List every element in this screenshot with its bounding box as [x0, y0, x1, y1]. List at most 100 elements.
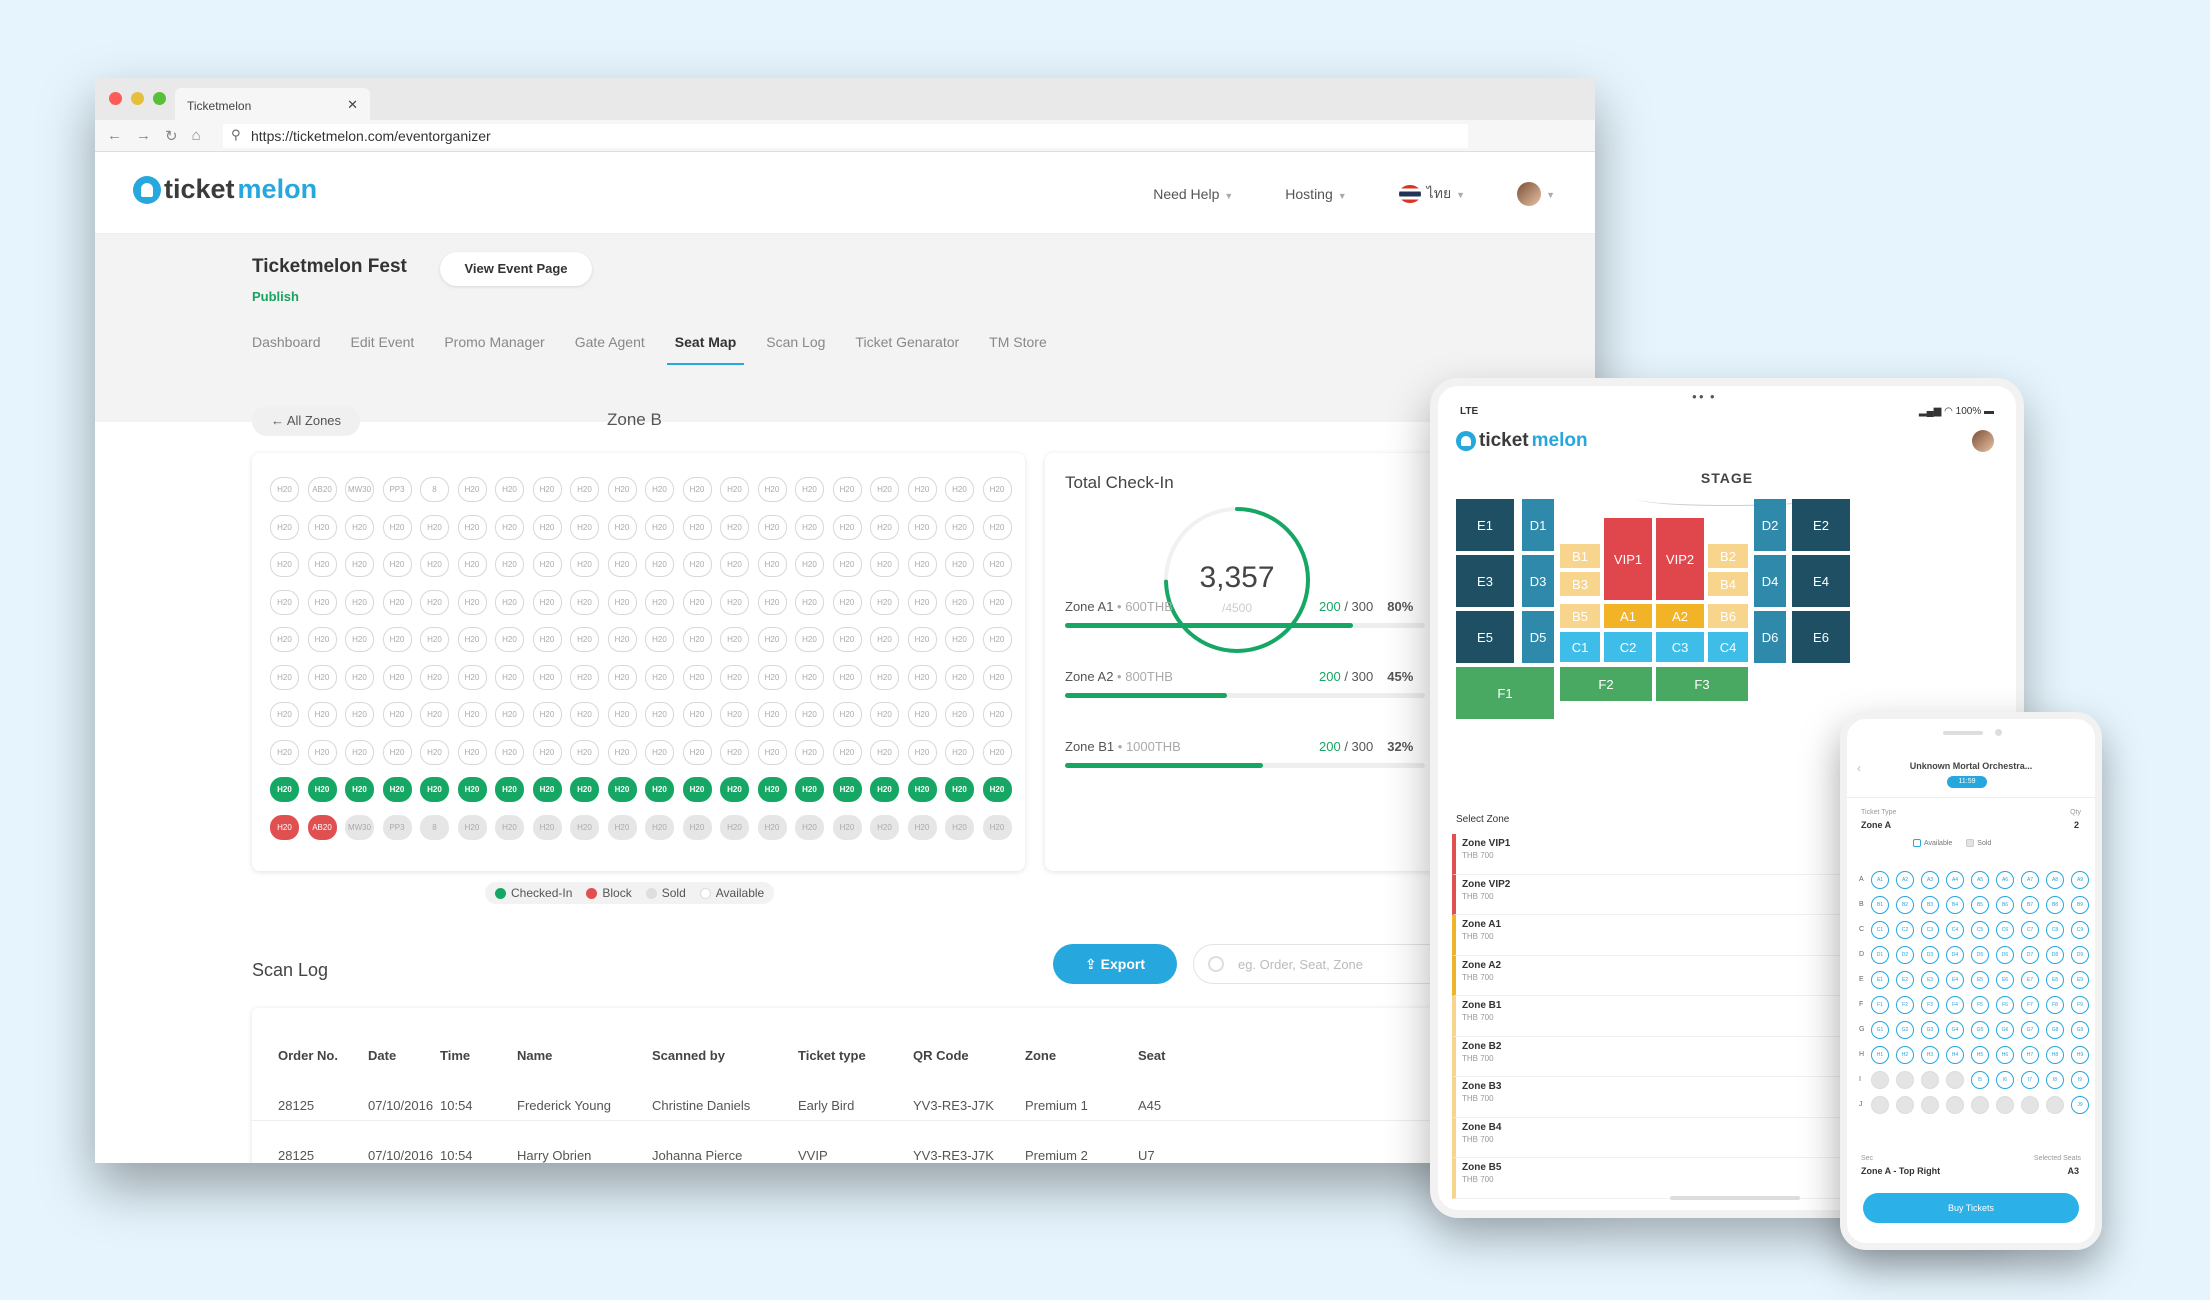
seat-available[interactable]: H20 [345, 514, 374, 540]
seat-available[interactable]: B6 [1996, 895, 2014, 914]
seat-available[interactable]: H20 [645, 702, 674, 727]
seat-available[interactable]: G1 [1871, 1020, 1889, 1039]
seat-available[interactable]: H20 [607, 627, 637, 652]
seat-available[interactable]: H20 [757, 514, 787, 540]
seat-available[interactable]: A2 [1896, 870, 1914, 889]
seat-available[interactable]: H20 [495, 664, 524, 690]
section-d1[interactable]: D1 [1522, 499, 1554, 551]
seat-available[interactable]: B4 [1946, 895, 1964, 914]
seat-available[interactable]: H20 [682, 739, 712, 765]
seat-available[interactable]: H20 [982, 552, 1012, 577]
seat-available[interactable]: H20 [532, 477, 562, 502]
seat-checked-in[interactable]: H20 [757, 777, 787, 802]
seat-available[interactable]: H20 [532, 627, 562, 652]
tab-scan-log[interactable]: Scan Log [766, 334, 826, 350]
home-icon[interactable]: ⌂ [191, 127, 201, 144]
seat-sold[interactable]: J8 [2046, 1095, 2064, 1114]
section-b3[interactable]: B3 [1560, 572, 1600, 596]
seat-available[interactable]: H20 [907, 627, 937, 652]
seat-available[interactable]: H20 [382, 702, 412, 727]
seat-available[interactable]: E6 [1996, 970, 2014, 989]
column-header-qr-code[interactable]: QR Code [913, 1048, 969, 1063]
seat-available[interactable]: C9 [2071, 920, 2089, 939]
seat-available[interactable]: E9 [2071, 970, 2089, 989]
tab-tm-store[interactable]: TM Store [989, 334, 1047, 350]
seat-sold[interactable]: H20 [532, 814, 562, 840]
seat-available[interactable]: H20 [645, 589, 674, 615]
section-a2[interactable]: A2 [1656, 604, 1704, 628]
url-field[interactable]: ⚲ https://ticketmelon.com/eventorganizer [223, 124, 1468, 148]
seat-available[interactable]: H20 [495, 702, 524, 727]
seat-available[interactable]: H20 [720, 739, 749, 765]
seat-sold[interactable]: I2 [1896, 1070, 1914, 1089]
seat-available[interactable]: H20 [270, 477, 299, 502]
seat-available[interactable]: H20 [982, 739, 1012, 765]
seat-available[interactable]: H20 [832, 552, 862, 577]
seat-sold[interactable]: J3 [1921, 1095, 1939, 1114]
section-vip1[interactable]: VIP1 [1604, 518, 1652, 600]
seat-available[interactable]: H20 [532, 552, 562, 577]
seat-sold[interactable]: H20 [570, 814, 599, 840]
seat-available[interactable]: F5 [1971, 995, 1989, 1014]
seat-available[interactable]: H20 [457, 514, 487, 540]
seat-available[interactable]: E2 [1896, 970, 1914, 989]
seat-available[interactable]: H20 [457, 702, 487, 727]
seat-available[interactable]: H20 [457, 664, 487, 690]
seat-available[interactable]: H20 [795, 477, 824, 502]
column-header-name[interactable]: Name [517, 1048, 553, 1063]
section-d6[interactable]: D6 [1754, 611, 1786, 663]
section-a1[interactable]: A1 [1604, 604, 1652, 628]
seat-available[interactable]: H20 [757, 664, 787, 690]
seat-checked-in[interactable]: H20 [832, 777, 862, 802]
seat-available[interactable]: H20 [570, 627, 599, 652]
column-header-scanned-by[interactable]: Scanned by [652, 1048, 725, 1063]
seat-available[interactable]: C6 [1996, 920, 2014, 939]
seat-available[interactable]: H20 [682, 702, 712, 727]
seat-available[interactable]: D8 [2046, 945, 2064, 964]
seat-available[interactable]: H20 [570, 664, 599, 690]
zone-list-item[interactable]: Zone VIP1 THB 700 [1452, 834, 1872, 875]
seat-sold[interactable]: H20 [682, 814, 712, 840]
seat-available[interactable]: H20 [420, 552, 449, 577]
seat-available[interactable]: C4 [1946, 920, 1964, 939]
seat-available[interactable]: H20 [795, 627, 824, 652]
seat-available[interactable]: B7 [2021, 895, 2039, 914]
seat-available[interactable]: H20 [870, 702, 899, 727]
seat-available[interactable]: H20 [982, 514, 1012, 540]
tab-ticket-genarator[interactable]: Ticket Genarator [855, 334, 960, 350]
seat-available[interactable]: H20 [832, 477, 862, 502]
seat-available[interactable]: H20 [795, 739, 824, 765]
seat-sold[interactable]: H20 [495, 814, 524, 840]
qty-value[interactable]: 2 [2073, 820, 2079, 830]
section-e1[interactable]: E1 [1456, 499, 1514, 551]
reload-icon[interactable]: ↻ [165, 128, 178, 145]
seat-available[interactable]: F2 [1896, 995, 1914, 1014]
seat-available[interactable]: H20 [345, 627, 374, 652]
seat-available[interactable]: H20 [645, 514, 674, 540]
section-e4[interactable]: E4 [1792, 555, 1850, 607]
seat-available[interactable]: H20 [720, 702, 749, 727]
seat-available[interactable]: H20 [345, 739, 374, 765]
section-b1[interactable]: B1 [1560, 544, 1600, 568]
section-e2[interactable]: E2 [1792, 499, 1850, 551]
seat-available[interactable]: H20 [420, 514, 449, 540]
section-d4[interactable]: D4 [1754, 555, 1786, 607]
language-selector[interactable]: ไทย ▼ [1398, 183, 1465, 205]
zone-list-item[interactable]: Zone A1 THB 700 [1452, 915, 1872, 956]
seat-checked-in[interactable]: H20 [532, 777, 562, 802]
seat-available[interactable]: A3 [1921, 870, 1939, 889]
seat-available[interactable]: 8 [420, 477, 449, 502]
section-e5[interactable]: E5 [1456, 611, 1514, 663]
seat-available[interactable]: H20 [795, 589, 824, 615]
seat-available[interactable]: H20 [532, 739, 562, 765]
seat-available[interactable]: H20 [832, 664, 862, 690]
seat-available[interactable]: H20 [645, 664, 674, 690]
seat-checked-in[interactable]: H20 [645, 777, 674, 802]
seat-available[interactable]: H20 [570, 552, 599, 577]
section-c4[interactable]: C4 [1708, 632, 1748, 662]
seat-available[interactable]: H20 [607, 702, 637, 727]
seat-available[interactable]: PP3 [382, 477, 412, 502]
browser-tab[interactable]: Ticketmelon ✕ [175, 88, 370, 120]
section-f1[interactable]: F1 [1456, 667, 1554, 719]
seat-available[interactable]: H20 [607, 514, 637, 540]
